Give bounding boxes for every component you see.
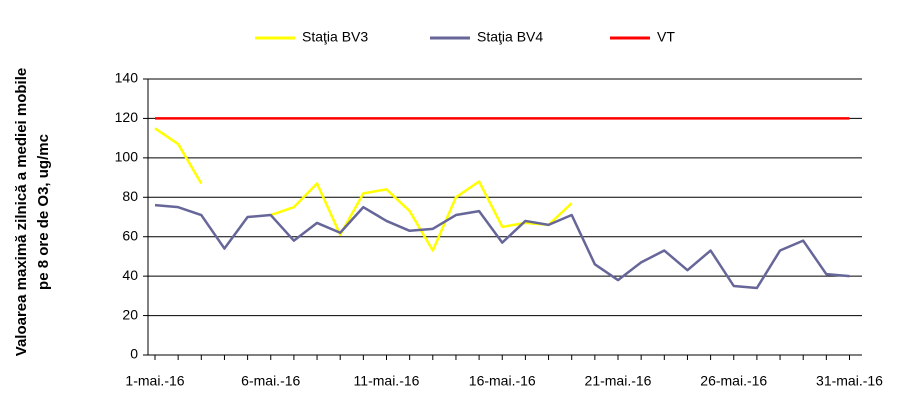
- x-tick-label: 6-mai.-16: [241, 373, 300, 389]
- y-tick-label: 60: [122, 227, 138, 243]
- y-tick-label: 120: [115, 109, 139, 125]
- x-tick-label: 1-mai.-16: [125, 373, 184, 389]
- y-axis-title-line: pe 8 ore de O3, ug/mc: [35, 134, 52, 290]
- legend-label: Staţia BV3: [302, 29, 368, 45]
- y-tick-label: 20: [122, 306, 138, 322]
- y-axis-title: Valoarea maximă zilnică a mediei mobile …: [13, 68, 52, 356]
- legend-label: Staţia BV4: [477, 29, 543, 45]
- y-tick-label: 0: [130, 346, 138, 362]
- y-tick-label: 100: [115, 149, 139, 165]
- series-line: [154, 127, 573, 252]
- x-tick-label: 31-mai.-16: [816, 373, 883, 389]
- legend-label: VT: [657, 29, 675, 45]
- y-axis-title-line: Valoarea maximă zilnică a mediei mobile: [13, 68, 30, 356]
- y-tick-label: 140: [115, 70, 139, 86]
- y-tick-label: 80: [122, 188, 138, 204]
- series-line: [154, 203, 850, 290]
- x-tick-label: 16-mai.-16: [469, 373, 536, 389]
- x-tick-label: 26-mai.-16: [700, 373, 767, 389]
- y-tick-label: 40: [122, 267, 138, 283]
- x-tick-label: 21-mai.-16: [585, 373, 652, 389]
- x-tick-label: 11-mai.-16: [354, 373, 420, 389]
